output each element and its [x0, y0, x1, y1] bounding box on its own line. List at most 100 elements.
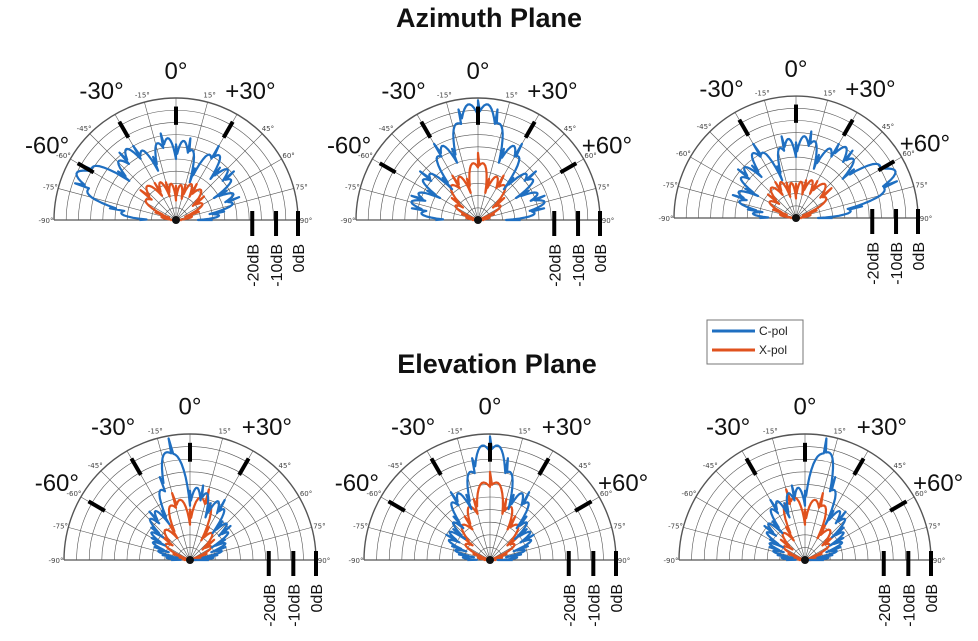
theta-tick-label: 45° [894, 462, 906, 470]
theta-tick-label: -15° [755, 89, 770, 97]
theta-tick-label: -90° [49, 557, 64, 565]
grid-spoke [446, 102, 479, 221]
theta-tick-label: -75° [345, 183, 360, 191]
grid-spoke [477, 133, 565, 221]
grid-spoke [489, 527, 612, 561]
series-c-pol [148, 437, 232, 562]
db-label: -10dB [889, 242, 906, 285]
theta-tick-label: 45° [579, 462, 591, 470]
legend-cpol-label: C-pol [759, 324, 788, 338]
db-label: -10dB [269, 244, 286, 287]
theta-tick-label: 60° [300, 490, 312, 498]
direction-label: 0° [479, 393, 502, 420]
db-label: -20dB [562, 584, 579, 627]
theta-tick-label: 60° [282, 152, 294, 160]
direction-label: -30° [391, 414, 435, 441]
direction-marker [221, 120, 235, 139]
theta-tick-label: 90° [933, 557, 945, 565]
center-hub [474, 216, 482, 224]
grid-spoke [795, 186, 914, 219]
grid-spoke [715, 470, 806, 561]
polar-chart-6: -90° -75° -60° -45° -15° 15° 45° 60° 75° 90° -30° 0… [664, 393, 964, 626]
direction-marker [889, 499, 908, 513]
theta-tick-label: -60° [358, 152, 373, 160]
theta-tick-label: -45° [703, 462, 718, 470]
db-label: -20dB [547, 244, 564, 287]
polar-chart-3: -90° -75° -60° -45° -15° 15° 45° 60° 75° 90° -30° 0… [659, 56, 951, 285]
direction-label: -60° [335, 470, 379, 497]
theta-tick-label: 15° [518, 428, 530, 436]
legend-xpol-label: X-pol [759, 343, 787, 357]
theta-tick-label: 60° [600, 490, 612, 498]
direction-label: +60° [900, 131, 950, 158]
direction-marker [429, 457, 443, 476]
grid-spoke [477, 102, 510, 221]
grid-spoke [477, 188, 596, 221]
direction-marker [129, 457, 143, 476]
grid-spoke [764, 100, 797, 219]
grid-spoke [795, 131, 883, 219]
theta-tick-label: -60° [676, 150, 691, 158]
theta-tick-label: -45° [388, 462, 403, 470]
direction-marker [387, 499, 406, 513]
series-x-pol [766, 179, 833, 220]
grid-spoke [175, 102, 208, 221]
grid-spoke [678, 186, 797, 219]
theta-tick-label: 45° [564, 125, 576, 133]
direction-label: -60° [25, 133, 69, 160]
theta-tick-label: 90° [618, 557, 630, 565]
direction-marker [559, 161, 578, 175]
grid-spoke [175, 158, 282, 221]
grid-spoke [68, 527, 191, 561]
series-x-pol [779, 488, 836, 562]
theta-tick-label: 75° [928, 522, 940, 530]
series-c-pol [74, 132, 241, 222]
polar-chart-2: -90°-75°-60°-45°-15° 15°45°60°75°90°-60°-… [327, 58, 632, 287]
direction-label: +30° [242, 414, 292, 441]
theta-tick-label: -15° [437, 91, 452, 99]
db-label: -20dB [865, 242, 882, 285]
direction-marker [574, 499, 593, 513]
center-hub [186, 556, 194, 564]
grid-spoke [58, 188, 177, 221]
polar-chart-5: -90°-75°-60°-45°-15° 15°45°60°75°90°-60°-… [335, 393, 649, 626]
theta-tick-label: -60° [366, 490, 381, 498]
theta-tick-label: 15° [505, 91, 517, 99]
grid-spoke [804, 527, 927, 561]
direction-marker [523, 120, 537, 139]
center-hub [172, 216, 180, 224]
grid-spoke [189, 470, 280, 561]
theta-tick-label: -90° [341, 217, 356, 225]
grid-spoke [189, 527, 312, 561]
db-label: 0dB [309, 584, 326, 612]
theta-tick-label: -75° [353, 522, 368, 530]
theta-tick-label: 90° [602, 217, 614, 225]
polar-chart-4: -90°-75°-60°-45°-15° 15°45°60°75°90°-60°-… [35, 393, 330, 626]
theta-tick-label: 60° [915, 490, 927, 498]
grid-spoke [709, 131, 797, 219]
db-label: 0dB [593, 244, 610, 272]
theta-tick-label: 75° [313, 522, 325, 530]
theta-tick-label: 75° [295, 183, 307, 191]
grid-spoke [360, 188, 479, 221]
direction-marker [117, 120, 131, 139]
direction-label: -30° [706, 414, 750, 441]
theta-tick-label: -75° [43, 183, 58, 191]
db-label: -20dB [262, 584, 279, 627]
direction-label: -30° [79, 78, 123, 105]
direction-label: 0° [165, 58, 188, 85]
theta-tick-label: 15° [823, 89, 835, 97]
theta-tick-label: -90° [664, 557, 679, 565]
grid-spoke [100, 470, 191, 561]
direction-label: -30° [91, 414, 135, 441]
db-label: -10dB [901, 584, 918, 627]
theta-tick-label: -75° [53, 522, 68, 530]
theta-tick-label: -15° [448, 428, 463, 436]
theta-tick-label: 45° [882, 123, 894, 131]
center-hub [801, 556, 809, 564]
direction-label: 0° [179, 393, 202, 420]
series-c-pol [445, 435, 535, 562]
theta-tick-label: 60° [902, 150, 914, 158]
db-label: -20dB [245, 244, 262, 287]
